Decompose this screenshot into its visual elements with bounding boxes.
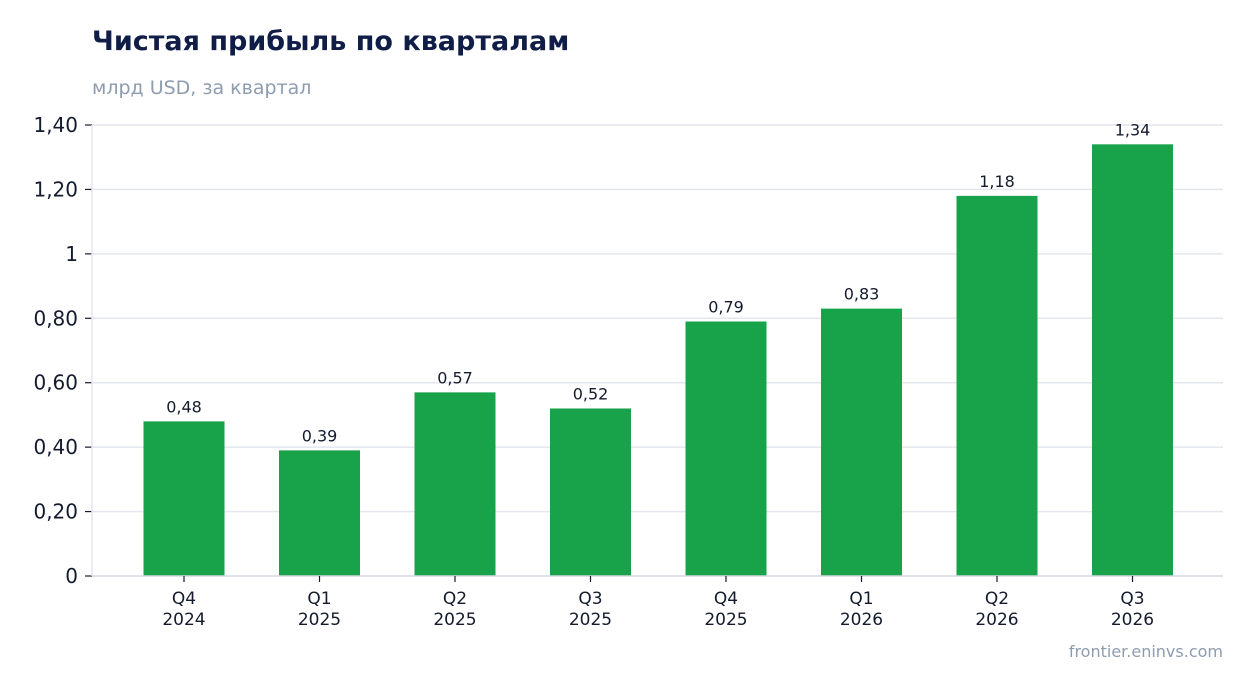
y-tick-label: 0,80 [33,306,78,330]
y-tick-label: 1,20 [33,177,78,201]
bar [821,308,902,576]
data-label: 1,34 [1115,120,1151,139]
source-credit: frontier.eninvs.com [1068,642,1223,661]
y-tick-label: 1,40 [33,113,78,137]
data-label: 1,18 [979,172,1015,191]
bar [685,321,767,576]
bar [143,421,225,576]
data-label: 0,79 [708,298,744,317]
bar [956,195,1038,576]
bars [143,144,1173,577]
x-tick-label: Q3 2026 [1111,589,1154,630]
labels: 0 0,20 0,40 0,60 0,80 1 1,20 1,40 0,48 Q4 2024 0,39… [33,113,1154,630]
x-tick-label: Q2 2025 [433,589,476,630]
data-label: 0,52 [573,384,609,403]
x-tick-label: Q1 2025 [298,589,341,630]
axes [85,124,1223,582]
y-tick-label: 0,60 [33,371,78,395]
data-label: 0,57 [437,368,473,387]
x-tick-label: Q2 2026 [975,589,1018,630]
x-tick-label: Q3 2025 [569,589,612,630]
y-tick-label: 1 [65,242,78,266]
y-tick-label: 0,20 [33,500,78,524]
x-tick-label: Q4 2025 [704,589,747,630]
data-label: 0,48 [166,397,202,416]
bar [279,450,360,576]
bar [1092,144,1173,577]
chart-subtitle: млрд USD, за квартал [92,77,312,99]
bar [550,408,631,576]
y-tick-label: 0,40 [33,435,78,459]
x-tick-label: Q4 2024 [162,589,205,630]
grid-lines [92,124,1223,513]
data-label: 0,83 [844,285,880,304]
y-tick-label: 0 [65,564,78,588]
data-label: 0,39 [302,426,338,445]
bar [414,392,496,576]
x-tick-label: Q1 2026 [840,589,883,630]
chart-title: Чистая прибыль по кварталам [92,26,570,57]
